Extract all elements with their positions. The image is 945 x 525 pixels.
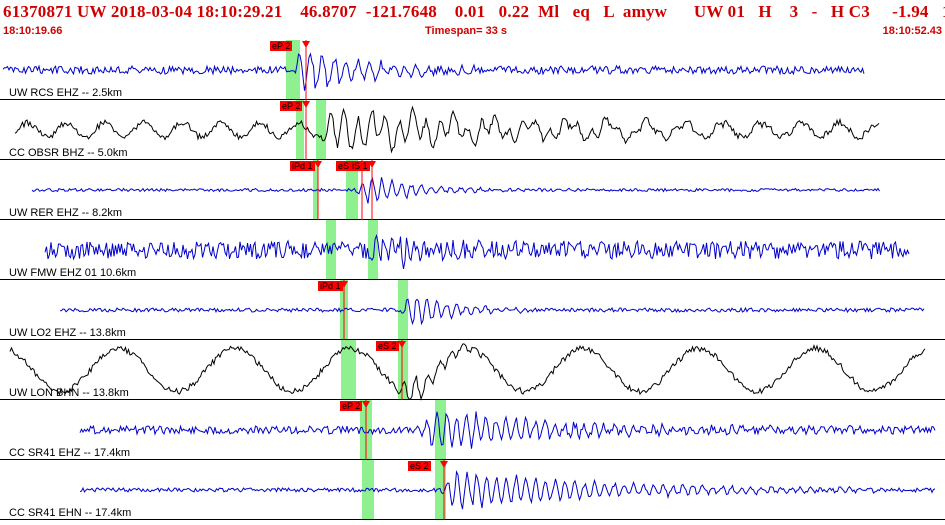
station-label: UW FMW EHZ 01 10.6km xyxy=(9,267,137,279)
waveform-trace xyxy=(59,298,925,326)
event-header: 61370871 UW 2018-03-04 18:10:29.21 46.87… xyxy=(0,0,945,40)
trace-row[interactable] xyxy=(0,220,945,280)
seismogram-panel[interactable]: eP 2 UW RCS EHZ -- 2.5km eP 2 CC OBSR BHZ -… xyxy=(0,40,945,520)
pick-band xyxy=(398,340,408,400)
end-time: 18:10:52.43 xyxy=(882,25,942,37)
pick-band xyxy=(316,100,326,160)
pick-triangle-icon[interactable] xyxy=(440,461,448,468)
trace-row[interactable] xyxy=(0,400,945,460)
station-label: CC SR41 EHN -- 17.4km xyxy=(9,507,132,519)
pick-triangle-icon[interactable] xyxy=(362,401,370,408)
station-label: CC SR41 EHZ -- 17.4km xyxy=(9,447,131,459)
pick-triangle-icon[interactable] xyxy=(368,161,376,168)
waveform-trace xyxy=(9,343,926,401)
station-label: CC OBSR BHZ -- 5.0km xyxy=(9,147,128,159)
pick-label[interactable]: eS 2 xyxy=(376,341,399,351)
trace-row[interactable] xyxy=(0,280,945,340)
pick-band xyxy=(435,400,446,460)
pick-label[interactable]: iPd 1 xyxy=(290,161,315,171)
pick-band xyxy=(313,160,318,220)
trace-row[interactable] xyxy=(0,100,945,160)
trace-row[interactable] xyxy=(0,340,945,401)
station-label: UW RER EHZ -- 8.2km xyxy=(9,207,123,219)
pick-label[interactable]: eP 2 xyxy=(280,101,303,111)
waveform-trace xyxy=(79,469,936,510)
timespan-label: Timespan= 33 s xyxy=(425,25,508,37)
event-summary-line: 61370871 UW 2018-03-04 18:10:29.21 46.87… xyxy=(3,2,945,21)
trace-row[interactable] xyxy=(0,460,945,520)
station-label: UW RCS EHZ -- 2.5km xyxy=(9,87,123,99)
trace-row[interactable] xyxy=(0,160,945,220)
pick-band xyxy=(286,40,300,100)
pick-label[interactable]: eP 2 xyxy=(340,401,363,411)
waveform-trace xyxy=(79,411,936,449)
time-row: 18:10:19.66 Timespan= 33 s 18:10:52.43 xyxy=(0,25,945,39)
start-time: 18:10:19.66 xyxy=(3,25,63,37)
waveform-trace xyxy=(31,177,880,204)
pick-band xyxy=(398,280,408,340)
pick-band xyxy=(362,460,374,520)
station-label: UW LO2 EHZ -- 13.8km xyxy=(9,327,126,339)
pick-triangle-icon[interactable] xyxy=(398,341,406,348)
waveform-canvas[interactable] xyxy=(0,40,945,520)
pick-label[interactable]: iPd 1 xyxy=(318,281,343,291)
pick-label[interactable]: iS 1 xyxy=(350,161,370,171)
pick-band xyxy=(296,100,304,160)
trace-row[interactable] xyxy=(0,40,945,100)
waveform-trace xyxy=(44,233,910,269)
pick-band xyxy=(368,220,378,280)
pick-triangle-icon[interactable] xyxy=(314,161,322,168)
station-label: UW LON BHN -- 13.8km xyxy=(9,387,129,399)
pick-triangle-icon[interactable] xyxy=(302,41,310,48)
waveform-trace xyxy=(14,105,880,154)
pick-label[interactable]: eP 2 xyxy=(270,41,293,51)
pick-band xyxy=(341,340,356,400)
pick-label[interactable]: eS 2 xyxy=(408,461,431,471)
waveform-trace xyxy=(2,52,865,91)
pick-triangle-icon[interactable] xyxy=(302,101,310,108)
